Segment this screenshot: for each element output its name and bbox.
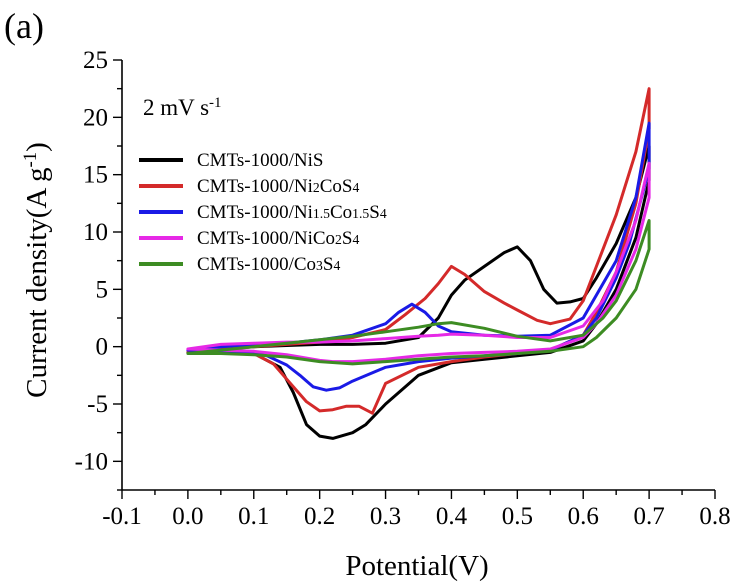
x-tick-label: 0.0 <box>172 503 203 530</box>
legend-label-1: CMTs-1000/NiS <box>197 150 323 171</box>
y-tick-label: 0 <box>96 334 109 361</box>
y-axis-title: Current density(A g-1) <box>20 142 54 398</box>
y-ticks: -10 -5 0 5 10 15 20 25 <box>75 47 122 491</box>
y-tick-label: -5 <box>87 391 108 418</box>
panel-label: (a) <box>4 6 44 46</box>
series-line-5 <box>186 219 651 366</box>
x-axis-title: Potential(V) <box>345 550 488 582</box>
y-tick-label: -10 <box>75 448 108 475</box>
x-tick-label: 0.8 <box>699 503 730 530</box>
y-tick-label: 25 <box>83 47 108 74</box>
x-tick-label: 0.4 <box>436 503 468 530</box>
legend-label-3: CMTs-1000/Ni1.5Co1.5S4 <box>197 202 387 223</box>
x-tick-label: 0.1 <box>238 503 269 530</box>
x-tick-label: 0.6 <box>568 503 599 530</box>
x-tick-label: 0.7 <box>633 503 664 530</box>
legend-label-4: CMTs-1000/NiCo2S4 <box>197 228 359 249</box>
y-tick-label: 20 <box>83 104 108 131</box>
y-tick-label: 15 <box>83 162 108 189</box>
x-tick-label: 0.2 <box>304 503 335 530</box>
x-tick-label: 0.5 <box>502 503 533 530</box>
x-tick-label: -0.1 <box>102 503 142 530</box>
legend: CMTs-1000/NiS CMTs-1000/Ni2CoS4 CMTs-1000/… <box>139 150 387 275</box>
x-tick-label: 0.3 <box>370 503 401 530</box>
y-tick-label: 10 <box>83 219 108 246</box>
y-tick-label: 5 <box>96 276 109 303</box>
x-ticks: -0.1 0.0 0.1 0.2 0.3 0.4 0.5 0.6 0.7 0.8 <box>102 490 731 530</box>
series-lines <box>186 87 651 440</box>
scan-rate-annotation: 2 mV s-1 <box>143 95 222 120</box>
series-line-2 <box>186 87 651 415</box>
legend-label-5: CMTs-1000/Co3S4 <box>197 254 340 275</box>
legend-label-2: CMTs-1000/Ni2CoS4 <box>197 176 359 197</box>
